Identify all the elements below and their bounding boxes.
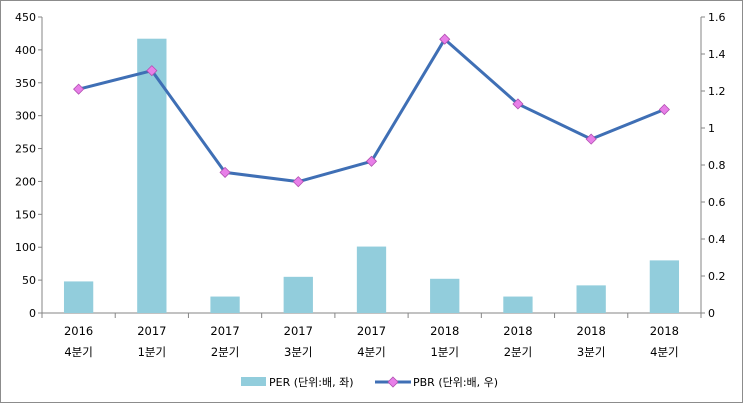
right-tick-label: 0.8: [708, 159, 726, 172]
category-label-year: 2017: [357, 324, 386, 338]
pbr-point: [219, 166, 231, 178]
per-bar: [576, 285, 606, 313]
left-tick-label: 350: [15, 77, 36, 90]
left-tick-label: 100: [15, 241, 36, 254]
legend-marker-pbr: [387, 376, 399, 388]
category-label-year: 2016: [64, 324, 93, 338]
category-label-year: 2018: [503, 324, 532, 338]
per-bar: [356, 246, 387, 313]
right-tick-label: 0.4: [708, 233, 726, 246]
per-bar: [137, 38, 167, 313]
right-tick-label: 1.6: [708, 11, 726, 24]
category-label-year: 2018: [577, 324, 606, 338]
left-tick-label: 150: [15, 208, 36, 221]
per-bars: [63, 38, 680, 313]
category-label-quarter: 3분기: [577, 345, 605, 359]
category-label-quarter: 1분기: [430, 345, 458, 359]
chart-axes: 0 50 100 150 200 250 300 350 400 450 0 0.2 0.4 0.6 0.8…: [15, 11, 726, 359]
category-label-quarter: 1분기: [138, 345, 166, 359]
left-tick-label: 450: [15, 11, 36, 24]
legend-swatch-per: [241, 377, 266, 386]
pbr-point: [365, 155, 378, 167]
pbr-point: [512, 98, 524, 110]
pbr-point: [73, 83, 85, 95]
right-tick-label: 0.2: [708, 270, 726, 283]
pbr-point: [439, 33, 451, 45]
left-tick-label: 50: [22, 274, 36, 287]
pbr-line: [73, 33, 670, 188]
per-bar: [63, 281, 94, 313]
per-bar: [503, 296, 533, 313]
category-label-quarter: 2분기: [211, 345, 239, 359]
pbr-point: [146, 65, 158, 77]
category-label-year: 2017: [137, 324, 166, 338]
left-tick-label: 400: [15, 44, 36, 57]
category-label-quarter: 3분기: [284, 345, 312, 359]
left-tick-label: 0: [29, 307, 36, 320]
category-label-year: 2017: [210, 324, 239, 338]
per-bar: [430, 278, 460, 313]
per-bar: [283, 276, 313, 313]
right-tick-label: 1.4: [708, 48, 726, 61]
right-tick-label: 1.2: [708, 85, 726, 98]
category-label-quarter: 4분기: [64, 345, 92, 359]
category-label-year: 2018: [650, 324, 679, 338]
left-tick-label: 200: [15, 175, 36, 188]
category-label-year: 2018: [430, 324, 459, 338]
left-tick-label: 300: [15, 110, 36, 123]
pbr-point: [292, 176, 304, 188]
pbr-point: [585, 133, 597, 145]
category-label-quarter: 2분기: [504, 345, 532, 359]
legend-label-pbr: PBR (단위:배, 우): [413, 376, 498, 389]
category-label-quarter: 4분기: [650, 345, 678, 359]
category-label-quarter: 4분기: [357, 345, 385, 359]
right-tick-label: 1: [708, 122, 715, 135]
chart-legend: PER (단위:배, 좌) PBR (단위:배, 우): [241, 376, 498, 389]
pbr-point: [658, 103, 670, 116]
category-label-year: 2017: [284, 324, 313, 338]
right-tick-label: 0: [708, 307, 715, 320]
right-tick-label: 0.6: [708, 196, 726, 209]
legend-label-per: PER (단위:배, 좌): [269, 376, 354, 389]
per-bar: [649, 260, 680, 313]
per-bar: [210, 296, 240, 313]
left-tick-label: 250: [15, 143, 36, 156]
